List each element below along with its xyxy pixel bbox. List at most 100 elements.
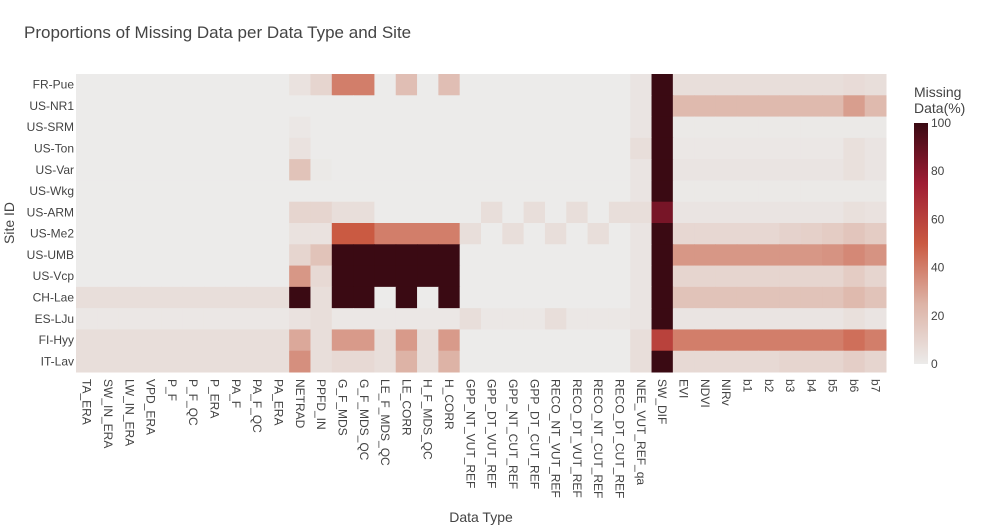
heatmap-cell bbox=[651, 201, 674, 224]
heatmap-cell bbox=[395, 286, 418, 309]
heatmap-cell bbox=[800, 329, 823, 352]
heatmap-cell bbox=[246, 74, 269, 96]
heatmap-cell bbox=[587, 116, 610, 139]
heatmap-cell bbox=[76, 180, 98, 203]
heatmap-cell bbox=[587, 95, 610, 118]
heatmap-cell bbox=[438, 74, 461, 96]
heatmap-cell bbox=[417, 159, 439, 181]
heatmap-cell bbox=[289, 286, 311, 309]
heatmap-cell bbox=[395, 95, 418, 118]
heatmap-cells bbox=[76, 74, 887, 373]
heatmap-cell bbox=[438, 286, 461, 309]
y-tick-label: ES-LJu bbox=[35, 312, 74, 326]
heatmap-cell bbox=[608, 308, 631, 330]
heatmap-cell bbox=[502, 308, 525, 330]
heatmap-cell bbox=[395, 308, 418, 330]
heatmap-cell bbox=[417, 137, 439, 160]
heatmap-cell bbox=[566, 201, 589, 224]
heatmap-cell bbox=[395, 201, 418, 224]
x-tick-label: PA_ERA bbox=[272, 379, 286, 425]
heatmap-cell bbox=[459, 95, 482, 118]
heatmap-cell bbox=[289, 201, 311, 224]
heatmap-cell bbox=[417, 180, 439, 203]
heatmap-cell bbox=[118, 74, 141, 96]
heatmap-cell bbox=[800, 244, 823, 267]
heatmap-cell bbox=[225, 244, 248, 267]
heatmap-cell bbox=[672, 286, 695, 309]
heatmap-cell bbox=[182, 137, 205, 160]
heatmap-cell bbox=[502, 201, 525, 224]
heatmap-cell bbox=[438, 159, 461, 181]
heatmap-cell bbox=[374, 350, 397, 373]
heatmap-cell bbox=[182, 329, 205, 352]
heatmap-cell bbox=[566, 308, 589, 330]
heatmap-cell bbox=[267, 74, 290, 96]
heatmap-cell bbox=[758, 286, 780, 309]
heatmap-cell bbox=[267, 95, 290, 118]
heatmap-cell bbox=[374, 223, 397, 245]
heatmap-cell bbox=[566, 180, 589, 203]
heatmap-cell bbox=[118, 137, 141, 160]
y-tick-label: US-NR1 bbox=[29, 99, 74, 113]
heatmap-cell bbox=[139, 116, 162, 139]
heatmap-cell bbox=[417, 350, 439, 373]
y-tick-label: US-Ton bbox=[34, 142, 74, 156]
heatmap-cell bbox=[331, 308, 354, 330]
heatmap-cell bbox=[736, 137, 759, 160]
heatmap-cell bbox=[225, 137, 248, 160]
heatmap-cell bbox=[76, 74, 98, 96]
heatmap-cell bbox=[651, 244, 674, 267]
heatmap-cell bbox=[246, 137, 269, 160]
heatmap-cell bbox=[374, 286, 397, 309]
heatmap-cell bbox=[118, 180, 141, 203]
heatmap-cell bbox=[523, 95, 546, 118]
heatmap-cell bbox=[587, 329, 610, 352]
heatmap-cell bbox=[331, 223, 354, 245]
heatmap-cell bbox=[118, 329, 141, 352]
heatmap-cell bbox=[481, 201, 503, 224]
x-tick-label: b2 bbox=[762, 379, 776, 393]
heatmap-cell bbox=[651, 308, 674, 330]
heatmap-cell bbox=[417, 308, 439, 330]
heatmap-cell bbox=[161, 137, 184, 160]
heatmap-cell bbox=[779, 159, 802, 181]
heatmap-cell bbox=[97, 223, 120, 245]
heatmap-cell bbox=[736, 265, 759, 288]
heatmap-cell bbox=[353, 329, 375, 352]
heatmap-cell bbox=[800, 286, 823, 309]
heatmap-cell bbox=[544, 159, 567, 181]
x-tick-label: RECO_NT_VUT_REF bbox=[549, 379, 563, 498]
heatmap-cell bbox=[76, 223, 98, 245]
y-tick-label: US-Vcp bbox=[33, 269, 75, 283]
heatmap-cell bbox=[502, 74, 525, 96]
heatmap-cell bbox=[417, 201, 439, 224]
heatmap-cell bbox=[481, 74, 503, 96]
heatmap-cell bbox=[800, 180, 823, 203]
heatmap-cell bbox=[267, 308, 290, 330]
heatmap-cell bbox=[182, 201, 205, 224]
heatmap-cell bbox=[417, 116, 439, 139]
heatmap-cell bbox=[353, 265, 375, 288]
heatmap-cell bbox=[843, 244, 866, 267]
heatmap-cell bbox=[139, 159, 162, 181]
heatmap-cell bbox=[139, 74, 162, 96]
x-tick-label: P_ERA bbox=[208, 379, 222, 418]
heatmap-cell bbox=[395, 116, 418, 139]
heatmap-cell bbox=[694, 223, 716, 245]
heatmap-cell bbox=[438, 244, 461, 267]
heatmap-cell bbox=[544, 180, 567, 203]
heatmap-cell bbox=[289, 308, 311, 330]
y-tick-label: US-Wkg bbox=[29, 184, 74, 198]
x-tick-label: b7 bbox=[868, 379, 882, 393]
heatmap-cell bbox=[139, 137, 162, 160]
heatmap-cell bbox=[800, 137, 823, 160]
heatmap-cell bbox=[417, 95, 439, 118]
heatmap-cell bbox=[267, 116, 290, 139]
heatmap-cell bbox=[76, 308, 98, 330]
heatmap-cell bbox=[203, 95, 226, 118]
heatmap-cell bbox=[374, 137, 397, 160]
heatmap-cell bbox=[566, 350, 589, 373]
colorbar-tick-label: 40 bbox=[931, 261, 945, 275]
heatmap-cell bbox=[651, 265, 674, 288]
x-tick-label: EVI bbox=[677, 379, 691, 398]
